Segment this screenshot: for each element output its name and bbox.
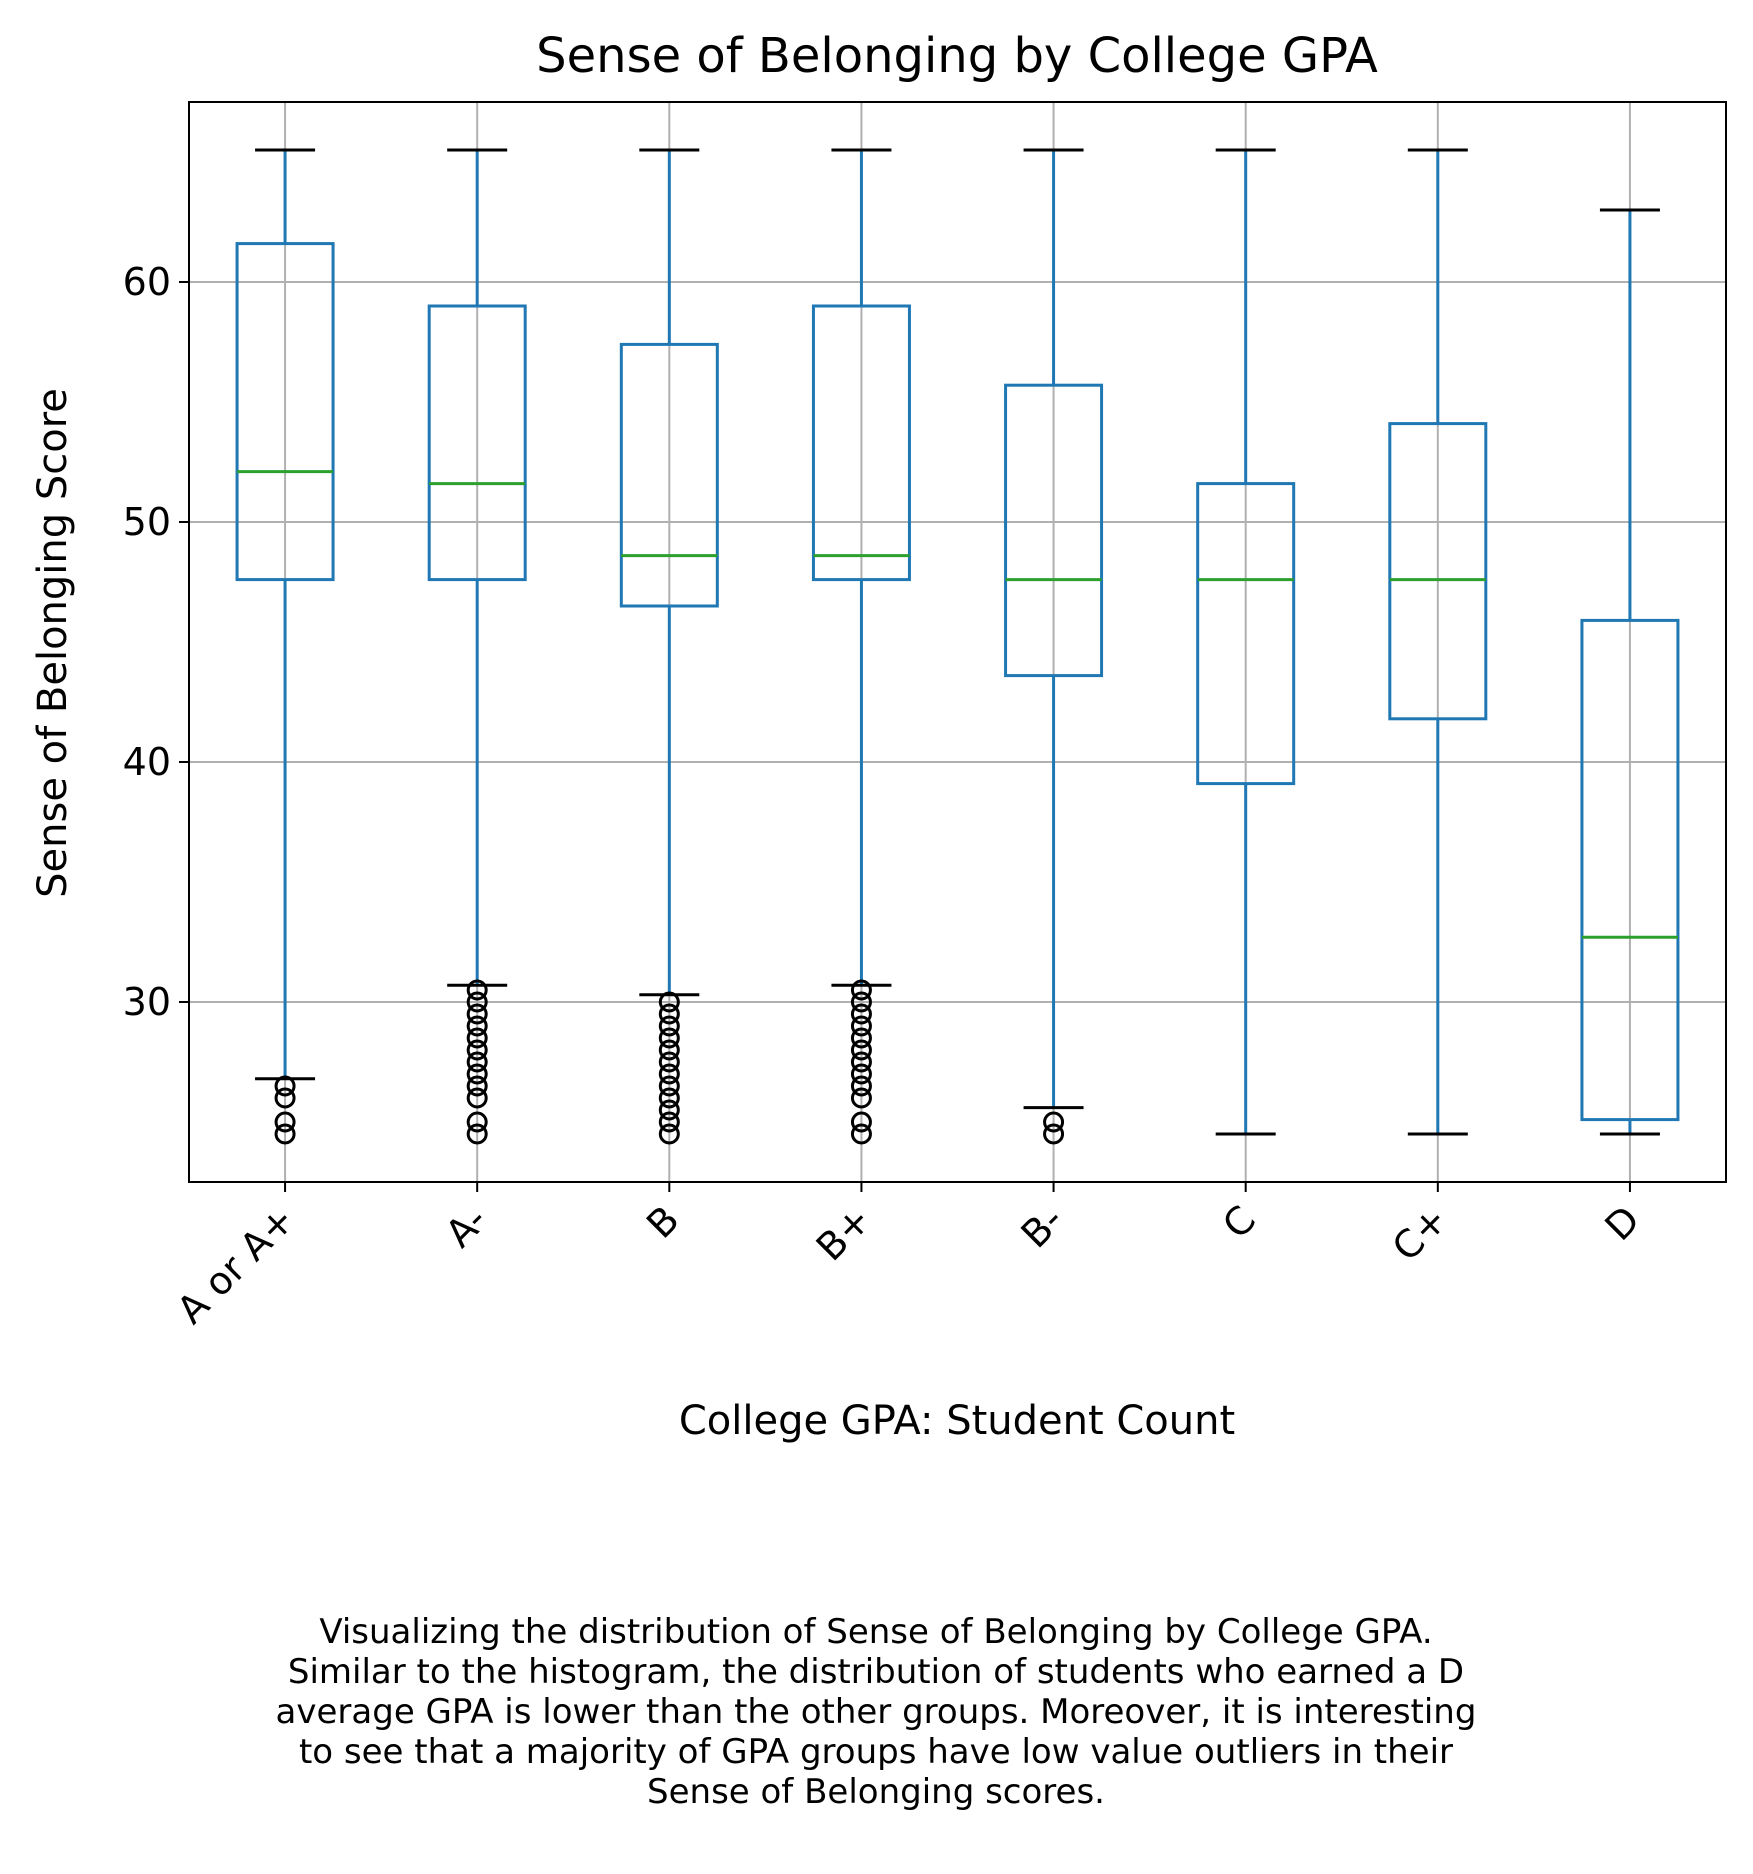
x-tick-label: D xyxy=(1596,1197,1648,1249)
outlier-point xyxy=(658,1063,680,1085)
outlier-point xyxy=(466,1111,488,1133)
outlier-point xyxy=(850,1015,872,1037)
outlier-point xyxy=(850,1039,872,1061)
outlier-point xyxy=(658,1003,680,1025)
iqr-box xyxy=(1004,383,1104,678)
outlier-point xyxy=(658,1027,680,1049)
outlier-point xyxy=(850,991,872,1013)
outlier-point xyxy=(850,1063,872,1085)
outlier-point xyxy=(658,1039,680,1061)
y-tick-label: 60 xyxy=(123,260,171,304)
chart-title: Sense of Belonging by College GPA xyxy=(536,28,1378,84)
outlier-point xyxy=(466,1003,488,1025)
outlier-point xyxy=(466,1015,488,1037)
caption-line: Visualizing the distribution of Sense of… xyxy=(319,1612,1433,1652)
figure-caption: Visualizing the distribution of Sense of… xyxy=(176,1612,1576,1812)
outlier-point xyxy=(850,979,872,1001)
grid-lines xyxy=(189,102,1726,1182)
caption-line: Similar to the histogram, the distributi… xyxy=(287,1652,1465,1692)
outlier-point xyxy=(274,1123,296,1145)
x-tick-label: B xyxy=(638,1197,688,1247)
outlier-point xyxy=(274,1087,296,1109)
outlier-point xyxy=(850,1111,872,1133)
outlier-point xyxy=(850,1003,872,1025)
x-tick-label: C xyxy=(1214,1197,1264,1247)
iqr-box xyxy=(1196,482,1296,786)
outlier-point xyxy=(466,1039,488,1061)
outlier-point xyxy=(850,1123,872,1145)
outlier-point xyxy=(658,1111,680,1133)
y-tick-label: 30 xyxy=(123,980,171,1024)
outlier-point xyxy=(466,1075,488,1097)
outlier-point xyxy=(850,1027,872,1049)
outlier-point xyxy=(658,1099,680,1121)
caption-line: to see that a majority of GPA groups hav… xyxy=(298,1732,1454,1772)
iqr-box xyxy=(619,342,719,608)
outlier-point xyxy=(1043,1123,1065,1145)
y-tick-label: 40 xyxy=(123,740,171,784)
outlier-point xyxy=(466,979,488,1001)
x-tick-label: B+ xyxy=(808,1197,880,1269)
x-tick-label: A- xyxy=(437,1197,496,1256)
outlier-point xyxy=(658,1075,680,1097)
x-axis-label: College GPA: Student Count xyxy=(679,1398,1235,1444)
outlier-point xyxy=(466,1063,488,1085)
x-tick-label: A or A+ xyxy=(168,1197,303,1332)
outlier-point xyxy=(658,1051,680,1073)
caption-line: average GPA is lower than the other grou… xyxy=(275,1692,1477,1732)
box-series xyxy=(235,148,1680,1145)
iqr-box xyxy=(1580,618,1680,1122)
iqr-box xyxy=(235,242,335,582)
axis-ticks: 30 40 50 60 A or A+ A- B B+ B- C C+ D xyxy=(123,260,1649,1332)
y-axis-label: Sense of Belonging Score xyxy=(30,388,76,898)
outlier-point xyxy=(466,1123,488,1145)
outlier-point xyxy=(466,1051,488,1073)
y-tick-label: 50 xyxy=(123,500,171,544)
outlier-point xyxy=(466,1027,488,1049)
iqr-box xyxy=(811,304,911,582)
outlier-point xyxy=(658,1015,680,1037)
outlier-point xyxy=(1043,1111,1065,1133)
outlier-point xyxy=(850,1051,872,1073)
outlier-point xyxy=(658,991,680,1013)
iqr-box xyxy=(1388,422,1488,721)
plot-frame xyxy=(188,101,1727,1183)
outlier-point xyxy=(466,991,488,1013)
outlier-point xyxy=(658,1123,680,1145)
caption-line: Sense of Belonging scores. xyxy=(647,1772,1105,1812)
outlier-point xyxy=(850,1075,872,1097)
iqr-box xyxy=(427,304,527,582)
outlier-point xyxy=(274,1111,296,1133)
x-tick-label: C+ xyxy=(1384,1197,1456,1269)
x-tick-label: B- xyxy=(1013,1197,1072,1256)
outlier-point xyxy=(274,1075,296,1097)
outlier-point xyxy=(658,1087,680,1109)
outlier-point xyxy=(466,1087,488,1109)
outlier-point xyxy=(850,1087,872,1109)
